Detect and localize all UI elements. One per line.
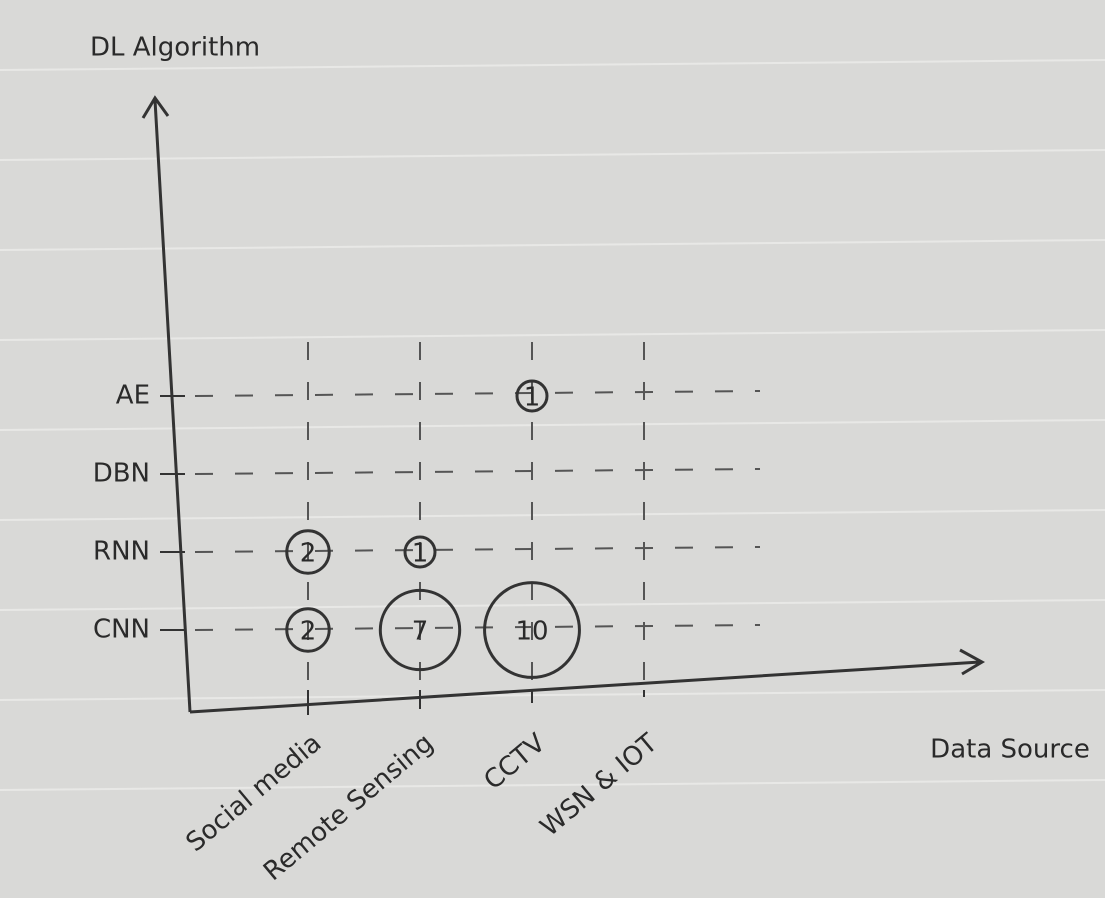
bubble-label: 7: [412, 617, 429, 647]
y-axis-title: DL Algorithm: [90, 33, 260, 63]
y-tick-label: CNN: [93, 615, 150, 645]
bubble: [403, 535, 437, 569]
x-axis-title: Data Source: [930, 735, 1090, 765]
y-tick-label: AE: [116, 381, 150, 411]
bubble: [483, 581, 581, 679]
bubble-label: 10: [515, 617, 548, 647]
grid-line: [194, 468, 761, 475]
y-tick-label: DBN: [93, 459, 150, 489]
bubble-label: 1: [524, 383, 541, 413]
bubble: [378, 588, 462, 672]
grid-line: [194, 546, 761, 553]
x-axis: [189, 648, 986, 714]
y-axis: [141, 95, 192, 713]
bubble-label: 2: [300, 539, 317, 569]
bubble: [285, 529, 331, 575]
paper-rules: [0, 59, 1105, 791]
bubble-label: 1: [412, 539, 429, 569]
grid-line: [194, 624, 761, 631]
grid-line: [194, 390, 761, 397]
y-tick-label: RNN: [93, 537, 150, 567]
bubble-label: 2: [300, 617, 317, 647]
bubble: [515, 379, 549, 413]
bubble: [285, 607, 331, 653]
